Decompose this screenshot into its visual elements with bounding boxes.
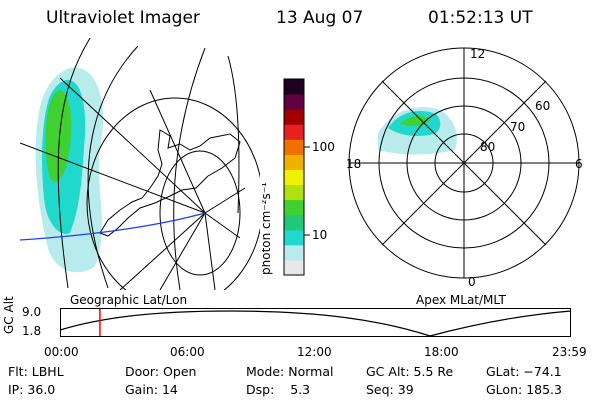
glat-value: −74.1 <box>523 364 562 379</box>
mode-value: Normal <box>288 364 334 379</box>
colorbar-segment <box>284 259 304 276</box>
mlt-label-0: 0 <box>468 275 476 289</box>
mlt-label-18: 18 <box>346 157 361 171</box>
time-label: 01:52:13 UT <box>428 8 533 28</box>
filter-value: LBHL <box>31 364 64 379</box>
colorbar-segment <box>284 199 304 216</box>
colorbar-segment <box>284 139 304 155</box>
colorbar-segment <box>284 229 304 246</box>
timeline-y-tick-max: 9.0 <box>22 305 42 319</box>
coastline <box>99 129 241 237</box>
timeline-x-tick-1: 06:00 <box>170 345 205 359</box>
colorbar-tick-label-10: 10 <box>312 228 328 242</box>
mlat-label-80: 80 <box>480 140 495 154</box>
colorbar-segment <box>284 169 304 186</box>
ip-value: 36.0 <box>27 382 56 397</box>
colorbar: photon cm⁻²s⁻¹ <box>262 78 310 276</box>
altitude-curve <box>60 310 572 337</box>
colorbar-frame <box>283 78 305 276</box>
mlat-label-70: 70 <box>510 120 525 134</box>
geographic-caption: Geographic Lat/Lon <box>70 293 188 307</box>
gain-value: 14 <box>161 382 178 397</box>
colorbar-segment <box>284 79 304 95</box>
altitude-timeline-plot <box>60 308 572 337</box>
geo-grid <box>20 38 260 290</box>
mode-info: Mode: Normal <box>246 364 334 379</box>
timeline-x-tick-4: 23:59 <box>552 345 587 359</box>
gc-alt-info: GC Alt: 5.5 Re <box>366 364 454 379</box>
seq-value: 39 <box>397 382 414 397</box>
colorbar-segment <box>284 109 304 125</box>
mlt-label-12: 12 <box>470 47 485 61</box>
colorbar-segment <box>284 214 304 231</box>
instrument-title: Ultraviolet Imager <box>46 8 200 28</box>
mlat-label-60: 60 <box>535 99 550 113</box>
filter-info: Flt: LBHL <box>8 364 64 379</box>
timeline-frame <box>60 308 571 337</box>
aurora-bright-region <box>45 90 72 182</box>
door-info: Door: Open <box>125 364 197 379</box>
dsp-info: Dsp: 5.3 <box>246 382 311 397</box>
timeline-y-tick-min: 1.8 <box>22 324 42 338</box>
colorbar-segment <box>284 154 304 170</box>
timeline-x-tick-0: 00:00 <box>44 345 79 359</box>
colorbar-segment <box>284 94 304 110</box>
geographic-image-panel <box>20 38 260 290</box>
mlt-label-6: 6 <box>575 157 583 171</box>
polar-caption: Apex MLat/MLT <box>416 293 506 307</box>
glon-value: 185.3 <box>526 382 562 397</box>
colorbar-segment <box>284 244 304 261</box>
polar-grid <box>348 47 580 279</box>
timeline-x-tick-2: 12:00 <box>297 345 332 359</box>
timeline-x-tick-3: 18:00 <box>424 345 459 359</box>
colorbar-segment <box>284 184 304 201</box>
satellite-footprint-track <box>20 212 206 241</box>
door-value: Open <box>163 364 197 379</box>
gc-alt-value: 5.5 Re <box>413 364 454 379</box>
colorbar-segment <box>284 124 304 140</box>
colorbar-gradient <box>284 79 304 276</box>
seq-info: Seq: 39 <box>366 382 414 397</box>
colorbar-unit-label: photon cm⁻²s⁻¹ <box>262 182 273 275</box>
ip-info: IP: 36.0 <box>8 382 56 397</box>
glon-info: GLon: 185.3 <box>486 382 562 397</box>
date-label: 13 Aug 07 <box>276 8 364 28</box>
dsp-value: 5.3 <box>290 382 311 397</box>
timeline-y-axis-label: GC Alt <box>2 296 16 334</box>
gain-info: Gain: 14 <box>125 382 178 397</box>
polar-image-panel: 12 18 6 0 60 70 80 <box>346 47 583 289</box>
glat-info: GLat: −74.1 <box>486 364 562 379</box>
colorbar-tick-label-100: 100 <box>312 140 335 154</box>
